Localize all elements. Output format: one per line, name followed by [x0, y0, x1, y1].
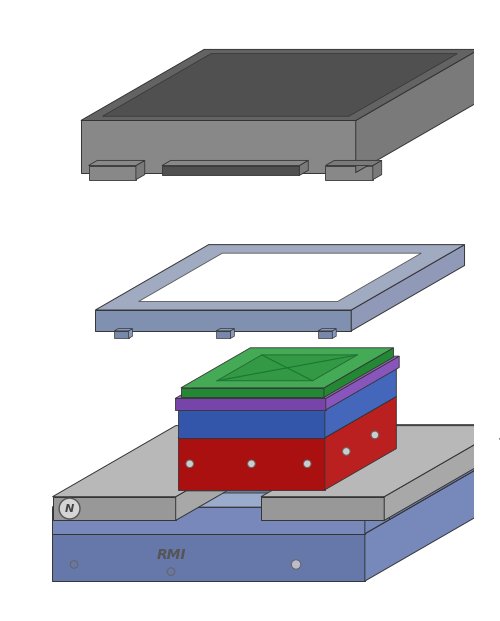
Polygon shape [380, 420, 394, 452]
Circle shape [186, 460, 194, 468]
Polygon shape [52, 493, 390, 507]
Polygon shape [81, 120, 356, 173]
Text: RMI: RMI [156, 548, 186, 562]
Polygon shape [351, 245, 465, 331]
Circle shape [492, 427, 500, 448]
Polygon shape [356, 50, 479, 173]
Polygon shape [102, 53, 458, 116]
Polygon shape [88, 166, 136, 179]
Circle shape [371, 431, 378, 438]
Polygon shape [178, 396, 396, 438]
Polygon shape [52, 425, 299, 497]
Polygon shape [325, 396, 396, 490]
Polygon shape [332, 329, 336, 338]
Polygon shape [178, 368, 396, 409]
Polygon shape [77, 493, 124, 519]
Polygon shape [136, 160, 145, 179]
Polygon shape [365, 451, 500, 581]
Polygon shape [294, 428, 380, 452]
Polygon shape [326, 160, 382, 166]
Polygon shape [96, 245, 464, 310]
Polygon shape [342, 493, 390, 519]
Polygon shape [300, 160, 308, 176]
Polygon shape [318, 331, 332, 338]
Polygon shape [52, 451, 500, 533]
Polygon shape [326, 356, 399, 410]
Polygon shape [324, 348, 394, 397]
Polygon shape [81, 50, 479, 120]
Polygon shape [162, 160, 308, 166]
Polygon shape [261, 425, 500, 497]
Polygon shape [170, 439, 483, 466]
Polygon shape [181, 388, 324, 397]
Polygon shape [342, 439, 483, 493]
Polygon shape [77, 439, 218, 493]
Polygon shape [483, 425, 500, 466]
Polygon shape [52, 533, 365, 581]
Polygon shape [384, 425, 500, 520]
Polygon shape [175, 399, 326, 410]
Polygon shape [175, 356, 399, 399]
Polygon shape [294, 420, 394, 428]
Polygon shape [325, 368, 396, 438]
Polygon shape [176, 425, 299, 520]
Polygon shape [128, 329, 132, 338]
Polygon shape [216, 329, 234, 331]
Polygon shape [365, 493, 390, 533]
Polygon shape [114, 331, 128, 338]
Polygon shape [390, 439, 483, 519]
Circle shape [248, 460, 255, 468]
Polygon shape [261, 497, 384, 520]
Polygon shape [318, 329, 336, 331]
Text: S: S [498, 432, 500, 443]
Circle shape [292, 560, 301, 569]
Polygon shape [124, 439, 218, 519]
Circle shape [304, 460, 311, 468]
Polygon shape [52, 507, 365, 533]
Polygon shape [326, 166, 373, 179]
Circle shape [342, 448, 350, 455]
Polygon shape [52, 497, 176, 520]
Polygon shape [170, 425, 500, 439]
Polygon shape [178, 409, 325, 438]
Polygon shape [186, 428, 380, 491]
Polygon shape [162, 166, 300, 176]
Polygon shape [373, 160, 382, 179]
Polygon shape [181, 348, 394, 388]
Polygon shape [114, 329, 132, 331]
Polygon shape [178, 438, 325, 490]
Circle shape [59, 498, 80, 519]
Polygon shape [230, 329, 234, 338]
Polygon shape [217, 355, 358, 381]
Polygon shape [88, 160, 145, 166]
Text: N: N [65, 504, 74, 514]
Polygon shape [138, 253, 422, 302]
Polygon shape [216, 331, 230, 338]
Polygon shape [96, 310, 351, 331]
